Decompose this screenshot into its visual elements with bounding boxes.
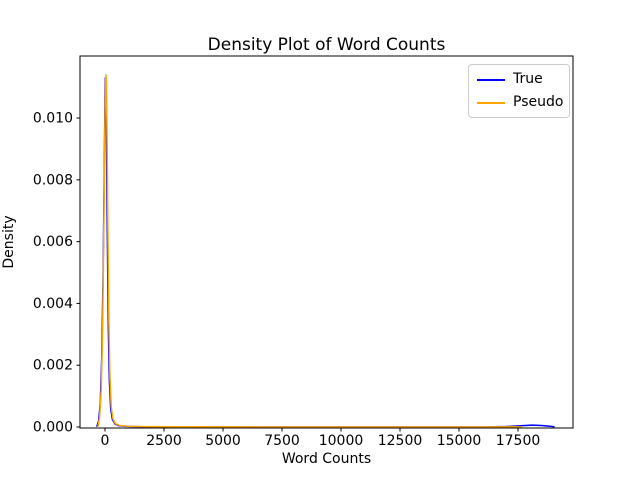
x-axis-label: Word Counts bbox=[281, 451, 372, 467]
y-tick-label: 0.000 bbox=[33, 420, 73, 436]
legend: True Pseudo bbox=[468, 64, 570, 118]
x-tick-label: 5000 bbox=[205, 433, 241, 449]
series-line-pseudo bbox=[97, 74, 522, 428]
legend-line-true-icon bbox=[477, 78, 505, 81]
y-tick-label: 0.008 bbox=[33, 172, 73, 188]
axes-background bbox=[80, 56, 573, 428]
legend-item-true: True bbox=[477, 72, 561, 87]
x-tick-label: 15000 bbox=[437, 433, 482, 449]
y-tick-label: 0.010 bbox=[33, 111, 73, 127]
x-tick-label: 10000 bbox=[319, 433, 364, 449]
x-tick-label: 2500 bbox=[146, 433, 182, 449]
x-tick-label: 0 bbox=[101, 433, 110, 449]
x-tick-label: 7500 bbox=[264, 433, 300, 449]
legend-line-pseudo-icon bbox=[477, 101, 505, 104]
y-tick-label: 0.004 bbox=[33, 296, 73, 312]
legend-label-true: True bbox=[513, 71, 543, 87]
y-axis-label: Density bbox=[1, 215, 17, 269]
chart-title: Density Plot of Word Counts bbox=[207, 35, 446, 55]
y-tick-label: 0.006 bbox=[33, 234, 73, 250]
y-tick-label: 0.002 bbox=[33, 358, 73, 374]
legend-item-pseudo: Pseudo bbox=[477, 94, 564, 110]
x-tick-label: 12500 bbox=[378, 433, 423, 449]
legend-label-pseudo: Pseudo bbox=[513, 94, 564, 110]
x-tick-label: 17500 bbox=[496, 433, 541, 449]
